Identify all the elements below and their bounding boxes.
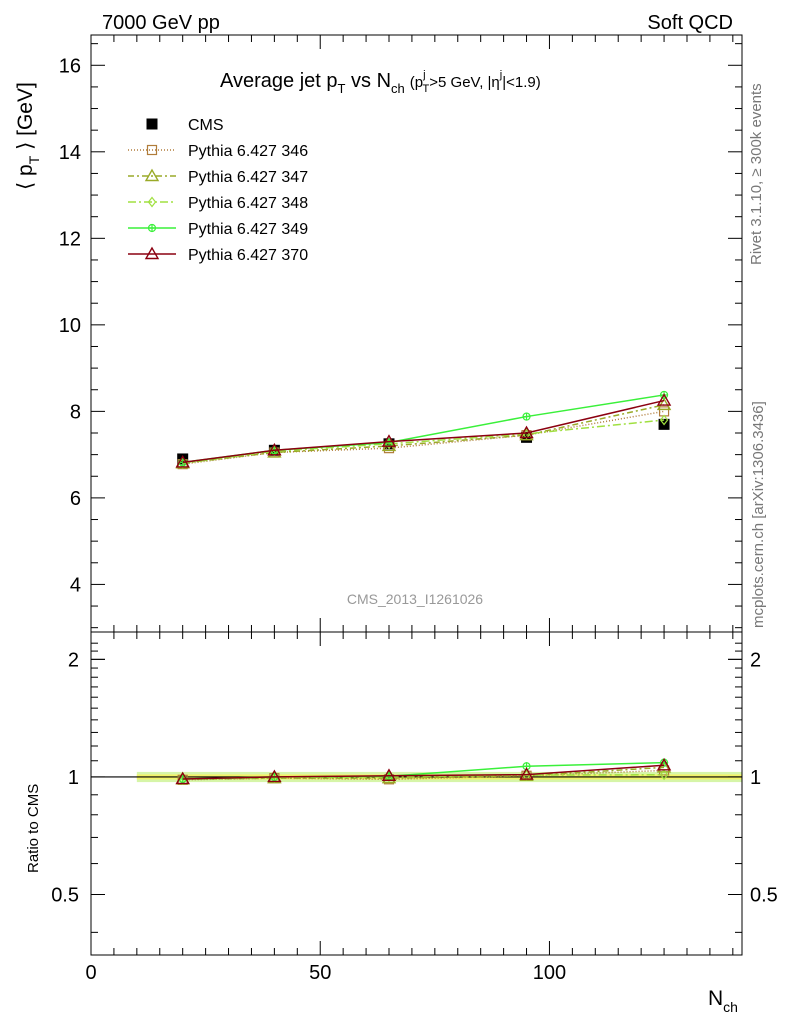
ratio-point-p347 (656, 759, 672, 773)
data-point-p370 (267, 442, 282, 456)
data-point-p346 (658, 406, 670, 417)
series-line-p348 (182, 419, 665, 465)
ylabel-close: ⟩ [GeV] (14, 82, 37, 156)
ratio-y-tick-label: 0.5 (51, 885, 79, 907)
energy-label: 7000 GeV pp (102, 12, 220, 34)
ratio-y-axis-label: Ratio to CMS (25, 784, 42, 873)
legend-entry-cms: CMS (146, 117, 224, 134)
rivet-label: Rivet 3.1.10, ≥ 300k events (748, 83, 765, 265)
title-sub2: ch (391, 81, 405, 96)
x-axis-label-sub: ch (723, 999, 738, 1015)
ratio-point-p348 (659, 769, 669, 781)
legend-entry-p347: Pythia 6.427 347 (128, 168, 308, 186)
ratio-point-p370 (175, 771, 190, 785)
legend-entry-p370: Pythia 6.427 370 (128, 246, 308, 264)
main-y-tick-label: 8 (70, 401, 81, 423)
ratio-line-p348 (182, 773, 665, 781)
data-point-p370 (175, 455, 190, 468)
legend-entry-p349: Pythia 6.427 349 (128, 221, 308, 238)
mcplots-label: mcplots.cern.ch [arXiv:1306.3436] (750, 401, 767, 628)
series-line-p370 (182, 399, 665, 464)
series-p370 (175, 393, 672, 468)
main-y-tick-label: 12 (59, 228, 81, 250)
ratio-plot-frame (90, 631, 743, 956)
title-cut-end: |<1.9) (502, 74, 541, 91)
title-sub1: T (338, 81, 346, 96)
legend-label: Pythia 6.427 370 (188, 247, 308, 264)
legend: CMS Pythia 6.427 346 Pythia 6.427 347 Pythi… (128, 117, 308, 264)
legend-label: CMS (188, 117, 224, 134)
legend-entry-p346: Pythia 6.427 346 (128, 143, 308, 160)
legend-label: Pythia 6.427 346 (188, 143, 308, 160)
series-line-p346 (182, 410, 665, 465)
main-y-tick-label: 14 (59, 142, 81, 164)
x-tick-label: 100 (533, 962, 566, 984)
legend-entry-p348: Pythia 6.427 348 (128, 195, 308, 212)
main-panel: 4 6 8 10 12 14 16 (59, 34, 743, 633)
data-point-p370 (656, 393, 672, 406)
x-tick-label: 0 (85, 962, 96, 984)
ratio-series-p370 (175, 757, 672, 785)
data-point-p370 (381, 434, 397, 447)
title-cut-sup2: j (499, 69, 502, 81)
ratio-y-tick-label: 2 (68, 649, 79, 671)
main-y-tick-label: 10 (59, 315, 81, 337)
legend-marker-p349 (147, 223, 157, 233)
ratio-point-p370 (656, 757, 672, 771)
x-axis-label: Nch (708, 987, 738, 1015)
main-y-tick-label: 4 (70, 574, 81, 596)
title-mid: vs N (345, 70, 391, 92)
legend-marker-p347 (144, 168, 160, 182)
legend-label: Pythia 6.427 349 (188, 221, 308, 238)
ratio-point-p370 (519, 767, 534, 780)
ratio-point-p370 (267, 769, 282, 783)
title-cut-open: (p (410, 74, 423, 91)
legend-label: Pythia 6.427 348 (188, 195, 308, 212)
ratio-point-p370 (381, 768, 397, 781)
data-point-p349 (522, 412, 531, 421)
title-main: Average jet p (220, 70, 338, 92)
ratio-y-tick-label: 1 (68, 767, 79, 789)
main-y-tick-label: 16 (59, 55, 81, 77)
title-cut-mid: >5 GeV, |η (429, 74, 499, 91)
main-y-axis-label: ⟨ pT ⟩ [GeV] (14, 82, 42, 190)
data-point-p347 (656, 397, 672, 411)
ylabel-open: ⟨ p (14, 164, 37, 190)
ylabel-sub: T (26, 155, 42, 164)
legend-marker-p370 (144, 246, 160, 260)
x-tick-label: 50 (309, 962, 331, 984)
category-label: Soft QCD (647, 12, 733, 34)
title-cut-sub: T (423, 83, 430, 95)
legend-marker-p346 (146, 144, 158, 156)
ratio-y-tick-label-right: 1 (750, 767, 761, 789)
data-point-p348 (659, 414, 669, 426)
ratio-y-tick-label-right: 2 (750, 649, 761, 671)
ratio-line-p370 (182, 764, 665, 780)
legend-label: Pythia 6.427 347 (188, 169, 308, 186)
ratio-panel: 0.5 0.5 1 1 2 2 0 50 100 (51, 631, 778, 984)
chart-title: Average jet pT vs Nch (pj T>5 GeV, |ηj|<1.… (220, 69, 541, 96)
series-p347 (175, 397, 672, 469)
legend-marker-p348 (147, 196, 157, 208)
ratio-y-tick-label-right: 0.5 (750, 885, 778, 907)
analysis-watermark: CMS_2013_I1261026 (347, 591, 483, 607)
series-line-p347 (182, 404, 665, 465)
title-cut-sup: j (422, 69, 425, 81)
data-point-p370 (519, 425, 534, 439)
legend-marker-cms (146, 118, 158, 130)
main-y-tick-label: 6 (70, 488, 81, 510)
